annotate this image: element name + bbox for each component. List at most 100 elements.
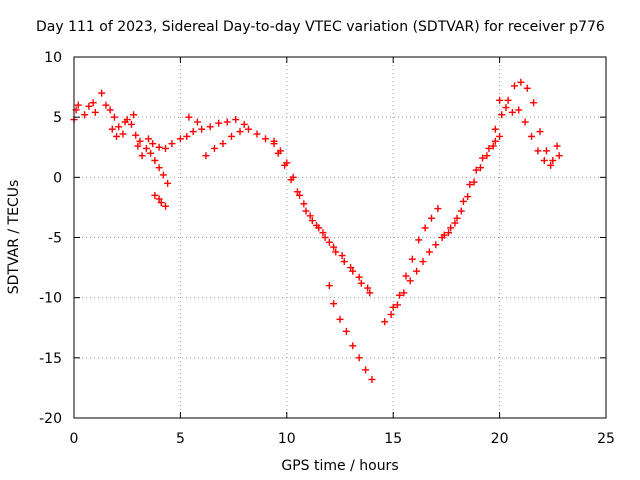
data-point xyxy=(155,195,163,203)
y-axis-label: SDTVAR / TECUs xyxy=(6,180,22,295)
data-point xyxy=(132,131,140,139)
y-tick-label: -10 xyxy=(39,291,62,307)
data-point xyxy=(396,291,404,299)
data-point xyxy=(491,137,499,145)
data-point xyxy=(151,191,159,199)
data-point xyxy=(434,205,442,213)
y-tick-label: 10 xyxy=(44,50,62,66)
data-point xyxy=(183,132,191,140)
data-point xyxy=(332,248,340,256)
data-point xyxy=(496,132,504,140)
data-point xyxy=(413,267,421,275)
data-point xyxy=(457,207,465,215)
data-marks xyxy=(70,78,563,383)
data-point xyxy=(281,161,289,169)
x-tick-label: 25 xyxy=(597,431,615,447)
data-point xyxy=(415,236,423,244)
y-tick-label: -15 xyxy=(39,351,62,367)
x-tick-label: 10 xyxy=(278,431,296,447)
axis-ticks: 0 5 10 15 20 25 -20 -15 -10 -5 0 5 10 xyxy=(39,50,615,447)
data-point xyxy=(121,118,129,126)
data-point xyxy=(340,258,348,266)
data-point xyxy=(321,234,329,241)
data-point xyxy=(521,118,529,126)
data-point xyxy=(325,282,333,290)
data-point xyxy=(168,140,176,148)
data-point xyxy=(134,142,142,150)
data-point xyxy=(287,176,295,184)
data-point xyxy=(313,221,321,229)
data-point xyxy=(149,140,157,148)
data-point xyxy=(355,354,363,362)
data-point xyxy=(464,193,472,201)
x-tick-label: 15 xyxy=(384,431,402,447)
data-point xyxy=(240,120,248,128)
data-point xyxy=(110,113,118,121)
data-point xyxy=(485,144,493,152)
data-point xyxy=(91,108,99,116)
data-point xyxy=(223,118,231,126)
data-point xyxy=(330,300,338,308)
data-point xyxy=(293,188,301,196)
data-point xyxy=(381,318,389,326)
data-point xyxy=(483,152,491,160)
data-point xyxy=(270,137,278,145)
data-point xyxy=(453,214,461,222)
data-point xyxy=(349,342,357,350)
data-point xyxy=(189,128,197,136)
data-point xyxy=(115,123,123,131)
data-point xyxy=(553,142,561,150)
data-point xyxy=(466,181,474,189)
data-point xyxy=(432,241,440,249)
data-point xyxy=(528,132,536,140)
data-point xyxy=(459,197,467,205)
y-tick-label: 5 xyxy=(53,110,62,126)
data-point xyxy=(176,135,184,143)
data-point xyxy=(408,255,416,263)
data-point xyxy=(232,116,240,124)
data-point xyxy=(296,191,304,199)
data-point xyxy=(498,111,506,119)
data-point xyxy=(130,111,138,119)
data-point xyxy=(515,106,523,114)
data-point xyxy=(253,130,261,138)
data-point xyxy=(540,156,548,164)
data-point xyxy=(308,217,316,225)
data-point xyxy=(389,303,397,311)
data-point xyxy=(517,78,525,86)
data-point xyxy=(144,135,152,143)
data-point xyxy=(523,84,531,92)
data-point xyxy=(534,147,542,155)
data-point xyxy=(302,207,310,215)
y-tick-label: -5 xyxy=(48,231,62,247)
data-point xyxy=(89,99,97,107)
data-point xyxy=(147,149,155,157)
data-point xyxy=(387,311,395,319)
data-point xyxy=(198,125,206,133)
data-point xyxy=(338,252,346,260)
data-point xyxy=(425,248,433,256)
y-tick-label: -20 xyxy=(39,411,62,427)
data-point xyxy=(210,144,218,152)
data-point xyxy=(227,132,235,140)
data-point xyxy=(479,154,487,162)
plot-frame xyxy=(73,56,607,419)
data-point xyxy=(162,202,170,210)
data-point xyxy=(193,118,201,126)
data-point xyxy=(119,130,127,138)
data-point xyxy=(342,327,350,335)
data-point xyxy=(530,99,538,107)
data-point xyxy=(451,219,459,227)
data-point xyxy=(406,277,414,285)
data-point xyxy=(502,104,510,112)
data-point xyxy=(162,144,170,152)
data-point xyxy=(262,135,270,143)
data-point xyxy=(447,224,455,232)
data-point xyxy=(504,96,512,104)
chart-title: Day 111 of 2023, Sidereal Day-to-day VTE… xyxy=(36,19,605,35)
data-point xyxy=(330,243,338,251)
data-point xyxy=(319,229,327,237)
data-point xyxy=(428,214,436,222)
data-point xyxy=(440,231,448,239)
